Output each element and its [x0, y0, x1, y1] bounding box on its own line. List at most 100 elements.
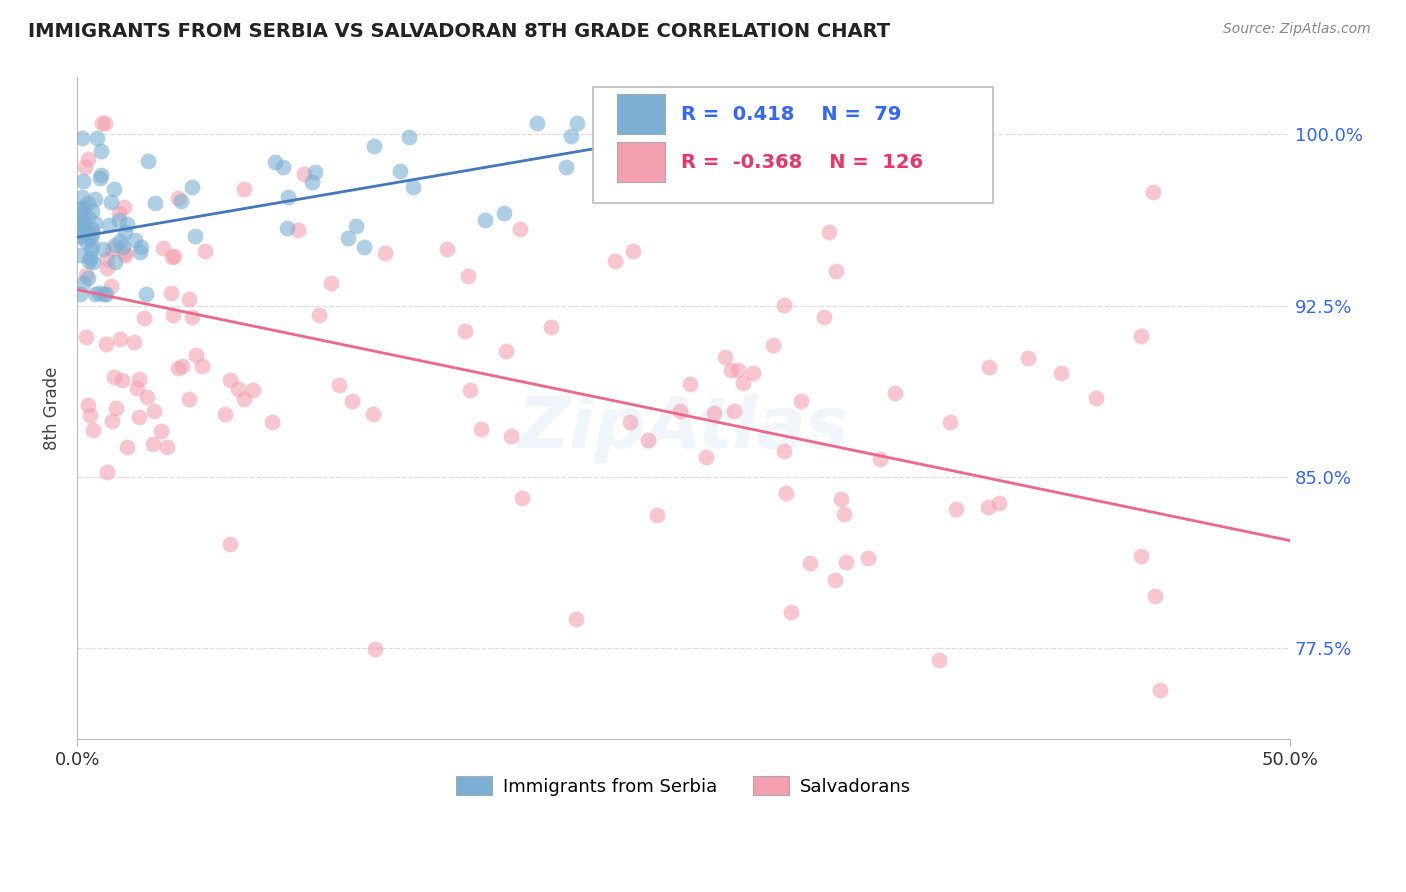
- Point: [105, 401, 128, 415]
- Point: [1085, 391, 1108, 405]
- Point: [70, 227, 93, 242]
- Point: [319, 276, 342, 290]
- Point: [87, 285, 110, 300]
- Point: [1050, 366, 1073, 380]
- Point: [526, 116, 548, 130]
- Point: [156, 440, 179, 454]
- Point: [72, 215, 94, 229]
- Point: [623, 244, 645, 259]
- Point: [142, 436, 165, 450]
- Point: [112, 200, 135, 214]
- Point: [90, 168, 112, 182]
- Point: [69, 248, 91, 262]
- Point: [143, 196, 166, 211]
- Point: [180, 180, 202, 194]
- Point: [84, 287, 107, 301]
- Point: [436, 242, 458, 256]
- Point: [596, 121, 619, 136]
- Point: [110, 332, 132, 346]
- Point: [364, 642, 387, 657]
- Point: [773, 443, 796, 458]
- Point: [69, 287, 91, 301]
- Point: [70, 131, 93, 145]
- Point: [83, 192, 105, 206]
- Point: [80, 230, 103, 244]
- Text: R =  -0.368    N =  126: R = -0.368 N = 126: [681, 153, 924, 171]
- Point: [149, 424, 172, 438]
- Point: [75, 223, 97, 237]
- Point: [835, 555, 858, 569]
- Point: [72, 207, 94, 221]
- Point: [129, 244, 152, 259]
- Text: Source: ZipAtlas.com: Source: ZipAtlas.com: [1223, 22, 1371, 37]
- Point: [219, 536, 242, 550]
- Point: [69, 213, 91, 227]
- Point: [160, 250, 183, 264]
- Point: [928, 653, 950, 667]
- Point: [97, 219, 120, 233]
- Point: [115, 440, 138, 454]
- Point: [96, 261, 118, 276]
- Point: [727, 363, 749, 377]
- Point: [90, 116, 112, 130]
- Point: [773, 298, 796, 312]
- Point: [75, 268, 97, 282]
- Point: [1142, 185, 1164, 199]
- Point: [152, 241, 174, 255]
- Point: [100, 278, 122, 293]
- Y-axis label: 8th Grade: 8th Grade: [44, 367, 60, 450]
- Point: [945, 502, 967, 516]
- Point: [179, 392, 201, 407]
- Point: [353, 240, 375, 254]
- Point: [742, 366, 765, 380]
- Point: [167, 191, 190, 205]
- Point: [779, 605, 801, 619]
- Point: [94, 116, 117, 130]
- Point: [79, 408, 101, 422]
- Point: [107, 212, 129, 227]
- Point: [834, 507, 856, 521]
- Point: [454, 324, 477, 338]
- Point: [817, 225, 839, 239]
- Point: [564, 612, 586, 626]
- Point: [979, 359, 1001, 374]
- Point: [304, 165, 326, 179]
- Point: [162, 308, 184, 322]
- Point: [939, 415, 962, 429]
- Text: ZipAtlas: ZipAtlas: [517, 393, 849, 463]
- Point: [160, 286, 183, 301]
- Point: [402, 180, 425, 194]
- Point: [86, 131, 108, 145]
- Point: [184, 348, 207, 362]
- Text: IMMIGRANTS FROM SERBIA VS SALVADORAN 8TH GRADE CORRELATION CHART: IMMIGRANTS FROM SERBIA VS SALVADORAN 8TH…: [28, 22, 890, 41]
- Point: [474, 213, 496, 227]
- Point: [100, 195, 122, 210]
- Point: [170, 194, 193, 208]
- Point: [142, 404, 165, 418]
- Point: [363, 408, 385, 422]
- Point: [80, 242, 103, 256]
- Point: [163, 250, 186, 264]
- Point: [540, 319, 562, 334]
- Point: [733, 376, 755, 390]
- Point: [170, 359, 193, 373]
- Point: [114, 246, 136, 260]
- Point: [122, 334, 145, 349]
- Legend: Immigrants from Serbia, Salvadorans: Immigrants from Serbia, Salvadorans: [449, 769, 918, 803]
- Point: [374, 245, 396, 260]
- Bar: [617, 143, 665, 182]
- Point: [82, 423, 104, 437]
- Point: [108, 234, 131, 248]
- Point: [619, 415, 641, 429]
- Point: [398, 129, 420, 144]
- Point: [714, 350, 737, 364]
- Point: [80, 226, 103, 240]
- Point: [72, 200, 94, 214]
- Point: [1130, 549, 1153, 563]
- Point: [883, 386, 905, 401]
- Point: [82, 239, 104, 253]
- Point: [194, 244, 217, 258]
- Point: [262, 415, 284, 429]
- Point: [75, 330, 97, 344]
- Point: [94, 287, 117, 301]
